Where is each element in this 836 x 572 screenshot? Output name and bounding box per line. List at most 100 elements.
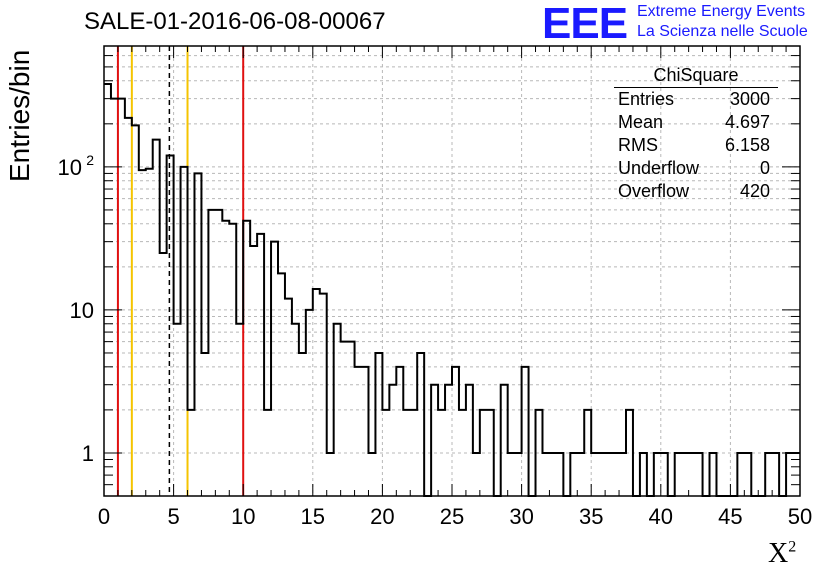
histogram-bin [445, 385, 452, 496]
histogram-bin [396, 367, 403, 496]
x-tick-label: 20 [370, 504, 394, 529]
histogram-bin [368, 453, 375, 496]
stats-label: Underflow [618, 158, 700, 178]
histogram-bin [125, 118, 132, 496]
histogram-bin [417, 353, 424, 496]
y-axis-label: Entries/bin [4, 49, 35, 182]
x-tick-label: 5 [167, 504, 179, 529]
histogram-bin [229, 224, 236, 496]
stats-label: Entries [618, 89, 675, 109]
histogram-bin [348, 342, 355, 496]
histogram-bin [313, 289, 320, 496]
histogram-bin [362, 367, 369, 496]
histogram-bin [654, 453, 661, 496]
histogram-bin [341, 342, 348, 496]
histogram-bin [355, 367, 362, 496]
histogram-bin [285, 299, 292, 496]
histogram-bin [104, 84, 111, 496]
histogram-bin [250, 246, 257, 496]
histogram-bin [591, 453, 598, 496]
histogram-bin [508, 453, 515, 496]
histogram-bin [160, 253, 167, 496]
histogram-bin [675, 453, 682, 496]
histogram-bin [737, 453, 744, 496]
histogram-bin [452, 367, 459, 496]
histogram-bin [522, 367, 529, 496]
y-tick-label: 10 [58, 155, 82, 180]
histogram-bin [139, 170, 146, 496]
histogram-bin [375, 353, 382, 496]
stats-row: Mean 4.697 [610, 111, 778, 134]
stats-row: Overflow 420 [610, 180, 778, 203]
x-tick-label: 35 [579, 504, 603, 529]
stats-value: 420 [739, 181, 770, 201]
histogram-bin [501, 385, 508, 496]
x-tick-label: 30 [509, 504, 533, 529]
histogram-bin [153, 140, 160, 496]
histogram-bin [772, 453, 779, 496]
histogram-bin [389, 385, 396, 496]
histogram-bin [466, 385, 473, 496]
x-tick-label: 15 [301, 504, 325, 529]
histogram-bin [556, 453, 563, 496]
histogram-bin [744, 453, 751, 496]
histogram-bin [682, 453, 689, 496]
histogram-bin [473, 453, 480, 496]
logo-line-1: Extreme Energy Events [637, 3, 806, 20]
eee-logo: EEE [542, 0, 628, 48]
y-tick-label: 10 [70, 298, 94, 323]
histogram-bin [271, 242, 278, 496]
y-tick-label-sup: 2 [86, 152, 94, 168]
x-axis-label-base: X [768, 538, 789, 569]
x-tick-label: 50 [788, 504, 812, 529]
histogram-bin [181, 167, 188, 496]
x-tick-label: 10 [231, 504, 255, 529]
x-axis-label-sup: 2 [788, 538, 797, 556]
x-tick-label: 40 [649, 504, 673, 529]
stats-box: ChiSquare Entries 3000 Mean 4.697 RMS 6.158… [610, 64, 778, 203]
stats-value: 0 [759, 158, 770, 178]
histogram-bin [201, 353, 208, 496]
histogram-bin [710, 453, 717, 496]
x-tick-label: 45 [718, 504, 742, 529]
stats-label: RMS [618, 135, 658, 155]
stats-label: Mean [618, 112, 664, 132]
histogram-bin [515, 453, 522, 496]
histogram-bin [598, 453, 605, 496]
histogram-bin [327, 453, 334, 496]
logo-line-2: La Scienza nelle Scuole [637, 23, 808, 40]
histogram-bin [661, 453, 668, 496]
x-tick-label: 25 [440, 504, 464, 529]
stats-value: 3000 [729, 89, 770, 109]
histogram-bin [194, 173, 201, 496]
logo-caption: Extreme Energy Events La Scienza nelle S… [637, 2, 808, 42]
stats-row: Underflow 0 [610, 157, 778, 180]
histogram-bin [431, 385, 438, 496]
x-axis-label: X2 [768, 538, 796, 570]
stats-row: Entries 3000 [610, 88, 778, 111]
histogram-bin [299, 353, 306, 496]
histogram-bin [222, 221, 229, 496]
histogram-bin [542, 453, 549, 496]
stats-row: RMS 6.158 [610, 134, 778, 157]
histogram-bin [696, 453, 703, 496]
y-tick-label: 1 [82, 441, 94, 466]
histogram-bin [640, 453, 647, 496]
histogram-bin [243, 221, 250, 496]
stats-value: 4.697 [724, 112, 770, 132]
histogram-bin [577, 453, 584, 496]
histogram-bin [570, 453, 577, 496]
histogram-bin [605, 453, 612, 496]
histogram-bin [765, 453, 772, 496]
stats-value: 6.158 [724, 135, 770, 155]
x-tick-label: 0 [98, 504, 110, 529]
histogram-bin [619, 453, 626, 496]
histogram-bin [111, 99, 118, 496]
histogram-bin [118, 99, 125, 496]
histogram-bin [549, 453, 556, 496]
histogram-bin [689, 453, 696, 496]
stats-label: Overflow [618, 181, 690, 201]
stats-title: ChiSquare [614, 64, 778, 88]
histogram-bin [257, 234, 264, 496]
